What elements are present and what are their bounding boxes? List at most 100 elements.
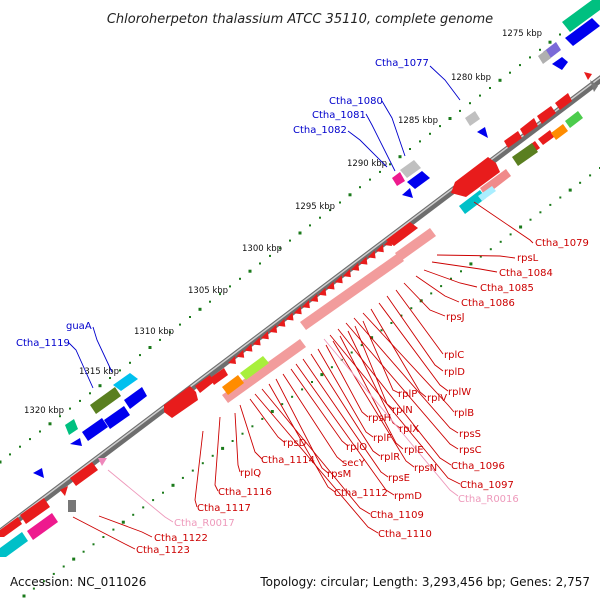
gene-cyan-1[interactable] [113,373,138,391]
gene-orange-2[interactable] [222,375,244,395]
gene-blue-5[interactable] [104,406,130,429]
gene-ctha-1119[interactable] [124,387,147,409]
label-rplX[interactable]: rplX [399,424,419,435]
gene-ctha-1122[interactable] [70,462,98,486]
gene-teal-2[interactable] [0,532,28,557]
gene-blue-6[interactable] [82,418,108,441]
label-rpsM[interactable]: rpsM [327,469,351,480]
label-ctha-1123[interactable]: Ctha_1123 [136,545,190,556]
label-ctha-1079[interactable]: Ctha_1079 [535,238,589,249]
gene-blue-top[interactable] [565,18,600,46]
label-rplQ[interactable]: rplQ [240,468,261,479]
label-secY[interactable]: secY [342,458,366,469]
gene-lightblue-1[interactable] [478,186,496,201]
gene-blue-2[interactable] [552,57,568,70]
gene-blue-4[interactable] [402,188,413,198]
gene-blue-3[interactable] [477,127,488,138]
label-rplE[interactable]: rplE [404,445,424,456]
label-ctha-1080[interactable]: Ctha_1080 [329,96,383,107]
label-rpsD[interactable]: rpsD [283,438,307,449]
gene-ctha-1123-a[interactable] [20,498,50,524]
label-rplV[interactable]: rplV [427,393,447,404]
gene-guaA[interactable] [90,387,121,414]
gene-ctha-1080[interactable] [400,160,421,178]
label-ctha-1116[interactable]: Ctha_1116 [218,487,272,498]
gene-grey-top[interactable] [538,50,551,64]
label-ctha-1086[interactable]: Ctha_1086 [461,298,515,309]
ribosomal-gene-arrow[interactable] [342,269,351,278]
gene-olive-1[interactable] [512,143,538,166]
label-rpsE[interactable]: rpsE [388,473,410,484]
ribosomal-gene-arrow[interactable] [293,306,302,315]
label-rplW[interactable]: rplW [448,387,471,398]
ribosomal-gene-arrow[interactable] [318,287,327,296]
gene-red-sm-2[interactable] [210,368,228,385]
ribosomal-gene-arrow[interactable] [269,324,278,333]
gene-ctha-1079[interactable] [451,157,500,197]
gene-r-d[interactable] [555,93,572,110]
ribosomal-gene-arrow[interactable] [285,312,294,321]
gene-red-big-2[interactable] [164,386,198,418]
gene-ctha-1077[interactable] [465,111,480,126]
label-ctha-1096[interactable]: Ctha_1096 [451,461,505,472]
label-ctha-1109[interactable]: Ctha_1109 [370,510,424,521]
label-rpsH[interactable]: rpsH [368,413,391,424]
gene-ctha-1082[interactable] [392,172,405,186]
label-rplR[interactable]: rplR [380,452,400,463]
ribosomal-gene-arrow[interactable] [351,262,360,271]
gene-ctha-1123-b[interactable] [0,517,22,537]
ribosomal-gene-arrow[interactable] [260,331,269,340]
gene-lime-1[interactable] [240,356,269,380]
gene-magenta-1[interactable] [27,513,58,540]
label-rplN[interactable]: rplN [392,405,413,416]
gene-ctha-1081[interactable] [407,171,430,189]
ribosomal-gene-arrow[interactable] [359,256,368,265]
label-ctha-r0017[interactable]: Ctha_R0017 [174,518,235,529]
label-rplB[interactable]: rplB [454,408,474,419]
gene-ribo-band-1[interactable] [395,228,436,261]
gene-blue-7[interactable] [70,438,82,446]
label-ctha-1097[interactable]: Ctha_1097 [460,480,514,491]
ribosomal-gene-arrow[interactable] [310,293,319,302]
label-rpsN[interactable]: rpsN [414,463,437,474]
gene-teal-3[interactable] [65,419,78,435]
label-ctha-1085[interactable]: Ctha_1085 [480,283,534,294]
gene-ribo-band-2[interactable] [300,253,404,330]
label-ctha-r0016[interactable]: Ctha_R0016 [458,494,519,505]
gene-ribo-band-3[interactable] [222,339,306,403]
label-ctha-1117[interactable]: Ctha_1117 [197,503,251,514]
label-rplC[interactable]: rplC [444,350,464,361]
ribosomal-gene-arrow[interactable] [236,349,245,358]
label-ctha-1110[interactable]: Ctha_1110 [378,529,432,540]
ribosomal-gene-arrow[interactable] [228,356,236,364]
label-ctha-1081[interactable]: Ctha_1081 [312,110,366,121]
label-ctha-1119[interactable]: Ctha_1119 [16,338,70,349]
ribosomal-gene-arrow[interactable] [384,238,392,246]
label-rplD[interactable]: rplD [444,367,465,378]
gene-red-tiny-2[interactable] [584,72,592,80]
gene-grey-2[interactable] [590,80,598,92]
label-rpsS[interactable]: rpsS [459,429,481,440]
gene-r-a[interactable] [504,131,522,148]
label-guaA[interactable]: guaA [66,321,92,332]
label-ctha-1082[interactable]: Ctha_1082 [293,125,347,136]
label-rpmD[interactable]: rpmD [394,491,422,502]
ribosomal-gene-arrow[interactable] [334,275,343,284]
gene-r-f[interactable] [538,130,554,145]
ribosomal-gene-arrow[interactable] [301,300,310,309]
label-ctha-1114[interactable]: Ctha_1114 [261,455,315,466]
gene-red-tiny-1[interactable] [60,486,68,496]
gene-red-big-1[interactable] [386,222,418,246]
gene-orange-1[interactable] [551,124,568,140]
label-ctha-1112[interactable]: Ctha_1112 [334,488,388,499]
gene-green-1[interactable] [565,111,583,128]
label-rpsJ[interactable]: rpsJ [446,312,465,323]
ribosomal-gene-arrow[interactable] [367,250,376,259]
label-rplP[interactable]: rplP [398,389,417,400]
ribosomal-gene-arrow[interactable] [375,244,384,253]
ribosomal-gene-arrow[interactable] [244,343,253,352]
gene-teal-top[interactable] [562,0,600,32]
gene-grey-1[interactable] [68,500,76,512]
gene-blue-8[interactable] [33,468,44,478]
label-ctha-1077[interactable]: Ctha_1077 [375,58,429,69]
